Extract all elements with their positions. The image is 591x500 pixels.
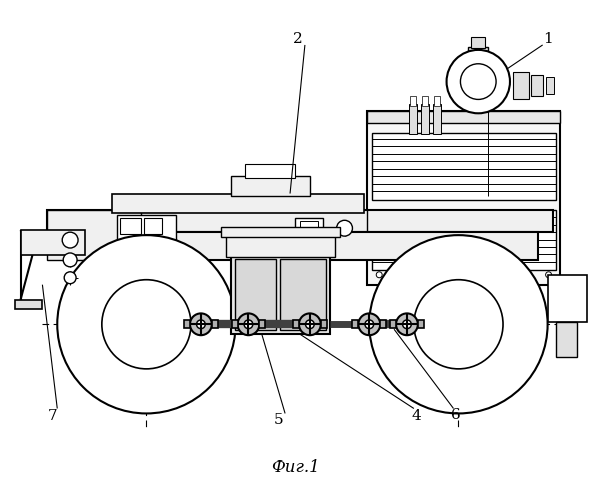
Circle shape bbox=[102, 280, 191, 369]
Bar bbox=[280, 259, 326, 330]
Bar bbox=[556, 322, 577, 357]
Circle shape bbox=[402, 320, 411, 328]
Bar bbox=[422, 96, 428, 106]
Circle shape bbox=[369, 235, 548, 414]
Circle shape bbox=[299, 314, 321, 335]
Circle shape bbox=[358, 314, 380, 335]
Bar bbox=[230, 255, 330, 334]
Bar bbox=[21, 230, 85, 255]
Circle shape bbox=[337, 220, 352, 236]
Bar bbox=[245, 164, 295, 177]
Circle shape bbox=[365, 320, 374, 328]
Text: 1: 1 bbox=[543, 32, 553, 46]
Bar bbox=[144, 218, 163, 234]
Bar bbox=[300, 222, 318, 233]
Bar bbox=[390, 320, 396, 328]
Bar bbox=[212, 320, 217, 328]
Bar bbox=[513, 72, 529, 100]
Bar bbox=[352, 320, 358, 328]
Bar bbox=[235, 259, 276, 330]
Circle shape bbox=[447, 50, 510, 114]
Bar bbox=[418, 320, 424, 328]
Bar bbox=[321, 320, 327, 328]
Bar bbox=[433, 104, 441, 134]
Bar bbox=[434, 96, 440, 106]
Bar bbox=[184, 320, 190, 328]
Bar bbox=[531, 74, 543, 96]
Circle shape bbox=[62, 232, 78, 248]
Text: 7: 7 bbox=[47, 410, 57, 424]
Bar bbox=[409, 104, 417, 134]
Bar bbox=[468, 47, 488, 61]
Bar bbox=[293, 320, 299, 328]
Bar bbox=[295, 218, 323, 240]
Bar bbox=[410, 96, 416, 106]
Bar bbox=[232, 320, 238, 328]
Bar bbox=[116, 216, 176, 243]
Circle shape bbox=[190, 314, 212, 335]
Bar bbox=[220, 227, 340, 237]
Bar bbox=[545, 76, 554, 94]
Bar bbox=[47, 210, 553, 232]
Bar bbox=[259, 320, 265, 328]
Circle shape bbox=[57, 235, 236, 414]
Bar bbox=[421, 104, 428, 134]
Text: 6: 6 bbox=[450, 408, 460, 422]
Bar bbox=[15, 300, 43, 310]
Circle shape bbox=[545, 272, 551, 278]
Text: 4: 4 bbox=[412, 410, 422, 424]
Circle shape bbox=[63, 253, 77, 267]
Bar bbox=[380, 320, 386, 328]
Bar bbox=[112, 194, 364, 214]
Text: 5: 5 bbox=[274, 414, 283, 428]
Text: Фиг.1: Фиг.1 bbox=[271, 460, 319, 476]
Bar bbox=[368, 112, 560, 123]
Bar bbox=[472, 37, 485, 48]
Circle shape bbox=[376, 272, 382, 278]
Bar bbox=[368, 112, 560, 284]
Circle shape bbox=[396, 314, 418, 335]
Circle shape bbox=[64, 272, 76, 283]
Circle shape bbox=[244, 320, 253, 328]
Circle shape bbox=[197, 320, 205, 328]
Bar bbox=[119, 218, 141, 234]
Bar bbox=[372, 210, 556, 270]
Text: 2: 2 bbox=[293, 32, 303, 46]
Bar bbox=[548, 275, 587, 322]
Bar bbox=[82, 232, 538, 260]
Circle shape bbox=[414, 280, 503, 369]
Bar bbox=[372, 133, 556, 200]
Bar bbox=[47, 210, 141, 260]
Bar bbox=[226, 235, 335, 257]
Circle shape bbox=[238, 314, 259, 335]
Circle shape bbox=[460, 64, 496, 100]
Circle shape bbox=[306, 320, 314, 328]
Bar bbox=[230, 176, 310, 196]
